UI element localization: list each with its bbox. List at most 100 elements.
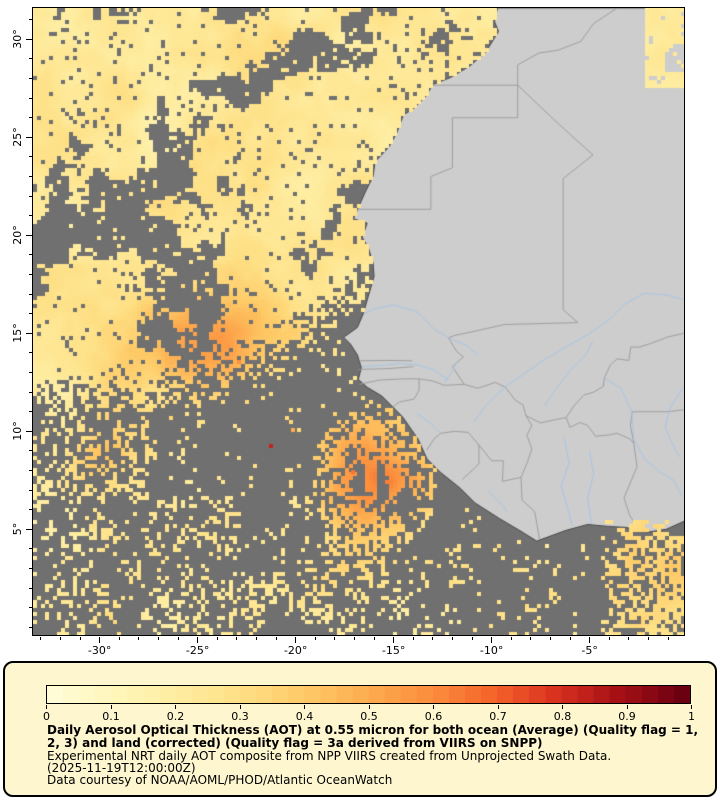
- colorbar-tick-label: 0.7: [489, 710, 507, 723]
- lat-tick: [29, 568, 32, 570]
- colorbar-tick: [562, 705, 563, 709]
- lon-tick: [236, 637, 238, 640]
- lon-tick: [118, 637, 120, 640]
- lat-tick: [29, 626, 32, 628]
- lon-tick-label: -20°: [283, 644, 308, 657]
- lat-tick-label: 30°: [11, 29, 24, 50]
- lon-tick: [353, 637, 355, 640]
- lon-tick: [608, 637, 610, 640]
- lat-tick: [29, 372, 32, 374]
- lon-tick: [589, 637, 591, 643]
- colorbar-tick-label: 0.2: [166, 710, 185, 723]
- lat-tick: [29, 489, 32, 491]
- colorbar-tick-label: 0.8: [553, 710, 572, 723]
- lon-tick: [275, 637, 277, 640]
- lat-tick: [26, 430, 32, 432]
- legend-title-line2: 2, 3) and land (corrected) (Quality flag…: [47, 736, 543, 750]
- lon-tick-label: -5°: [581, 644, 598, 657]
- lat-tick: [29, 19, 32, 21]
- lon-tick: [295, 637, 297, 643]
- map-plot-area: [32, 7, 685, 636]
- colorbar-tick-label: 0.1: [102, 710, 120, 723]
- colorbar-tick-label: 0.4: [295, 710, 314, 723]
- lat-tick: [29, 254, 32, 256]
- lon-tick: [432, 637, 434, 640]
- lon-tick: [216, 637, 218, 640]
- lat-tick: [29, 509, 32, 511]
- lon-tick: [393, 637, 395, 643]
- lon-tick: [451, 637, 453, 640]
- colorbar-tick: [691, 705, 692, 709]
- lat-tick: [29, 411, 32, 413]
- lat-tick: [29, 195, 32, 197]
- colorbar-tick: [497, 705, 499, 709]
- lon-tick: [491, 637, 493, 643]
- lon-tick: [79, 637, 81, 640]
- lat-tick: [29, 313, 32, 315]
- lon-tick: [530, 637, 532, 640]
- lon-tick: [647, 637, 649, 640]
- colorbar-tick-label: 0.5: [360, 710, 378, 723]
- lon-tick: [99, 637, 101, 643]
- lat-tick: [29, 58, 32, 60]
- legend-timestamp: (2025-11-19T12:00:00Z): [47, 761, 196, 775]
- lat-tick: [26, 234, 32, 236]
- lat-tick: [29, 176, 32, 178]
- lon-tick: [412, 637, 414, 640]
- lat-tick: [29, 548, 32, 550]
- lat-tick-label: 15°: [11, 323, 24, 344]
- lon-tick: [510, 637, 512, 640]
- lon-tick: [157, 637, 159, 640]
- lat-tick-label: 25°: [11, 127, 24, 148]
- colorbar: [46, 685, 691, 704]
- colorbar-tick: [304, 705, 305, 709]
- colorbar-tick: [626, 705, 628, 709]
- lat-tick-label: 5°: [11, 523, 24, 536]
- lat-tick: [29, 293, 32, 295]
- lat-tick-label: 20°: [11, 225, 24, 246]
- lon-tick: [177, 637, 179, 640]
- lat-tick: [26, 38, 32, 40]
- lon-tick: [628, 637, 630, 640]
- lon-tick: [373, 637, 375, 640]
- aot-map-canvas: [33, 8, 684, 635]
- lon-tick-label: -30°: [87, 644, 112, 657]
- lat-tick: [29, 97, 32, 99]
- colorbar-tick: [368, 705, 370, 709]
- lat-tick: [29, 450, 32, 452]
- lat-tick: [29, 274, 32, 276]
- lon-tick: [549, 637, 551, 640]
- lat-tick: [26, 136, 32, 138]
- colorbar-tick-label: 0.9: [618, 710, 636, 723]
- lon-tick-label: -25°: [185, 644, 210, 657]
- lon-tick: [667, 637, 669, 640]
- lat-tick: [26, 332, 32, 334]
- lon-tick-label: -10°: [479, 644, 504, 657]
- lat-tick: [26, 528, 32, 530]
- lon-tick: [40, 637, 42, 640]
- lon-tick-label: -15°: [381, 644, 406, 657]
- colorbar-tick-label: 0.3: [231, 710, 249, 723]
- lat-tick: [29, 117, 32, 119]
- lon-tick: [197, 637, 199, 643]
- colorbar-tick-label: 1: [688, 710, 695, 723]
- lat-tick: [29, 78, 32, 80]
- lon-tick: [59, 637, 61, 640]
- lon-tick: [334, 637, 336, 640]
- legend-subtitle: Experimental NRT daily AOT composite fro…: [47, 749, 612, 763]
- colorbar-tick-label: 0: [43, 710, 50, 723]
- lat-tick: [29, 391, 32, 393]
- colorbar-tick: [110, 705, 112, 709]
- lat-tick: [29, 156, 32, 158]
- colorbar-tick: [46, 705, 47, 709]
- lat-tick: [29, 587, 32, 589]
- lat-tick-label: 10°: [11, 421, 24, 442]
- colorbar-tick: [175, 705, 176, 709]
- lat-tick: [29, 352, 32, 354]
- legend-panel: 0 0.1 0.2 0.3 0.4 0.5 0.6 0.7 0.8 0.9 1 Daily Aero…: [3, 661, 717, 797]
- lon-tick: [138, 637, 140, 640]
- legend-credit: Data courtesy of NOAA/AOML/PHOD/Atlantic…: [47, 773, 393, 787]
- lon-tick: [471, 637, 473, 640]
- legend-title-line1: Daily Aerosol Optical Thickness (AOT) at…: [47, 723, 699, 737]
- lat-tick: [29, 470, 32, 472]
